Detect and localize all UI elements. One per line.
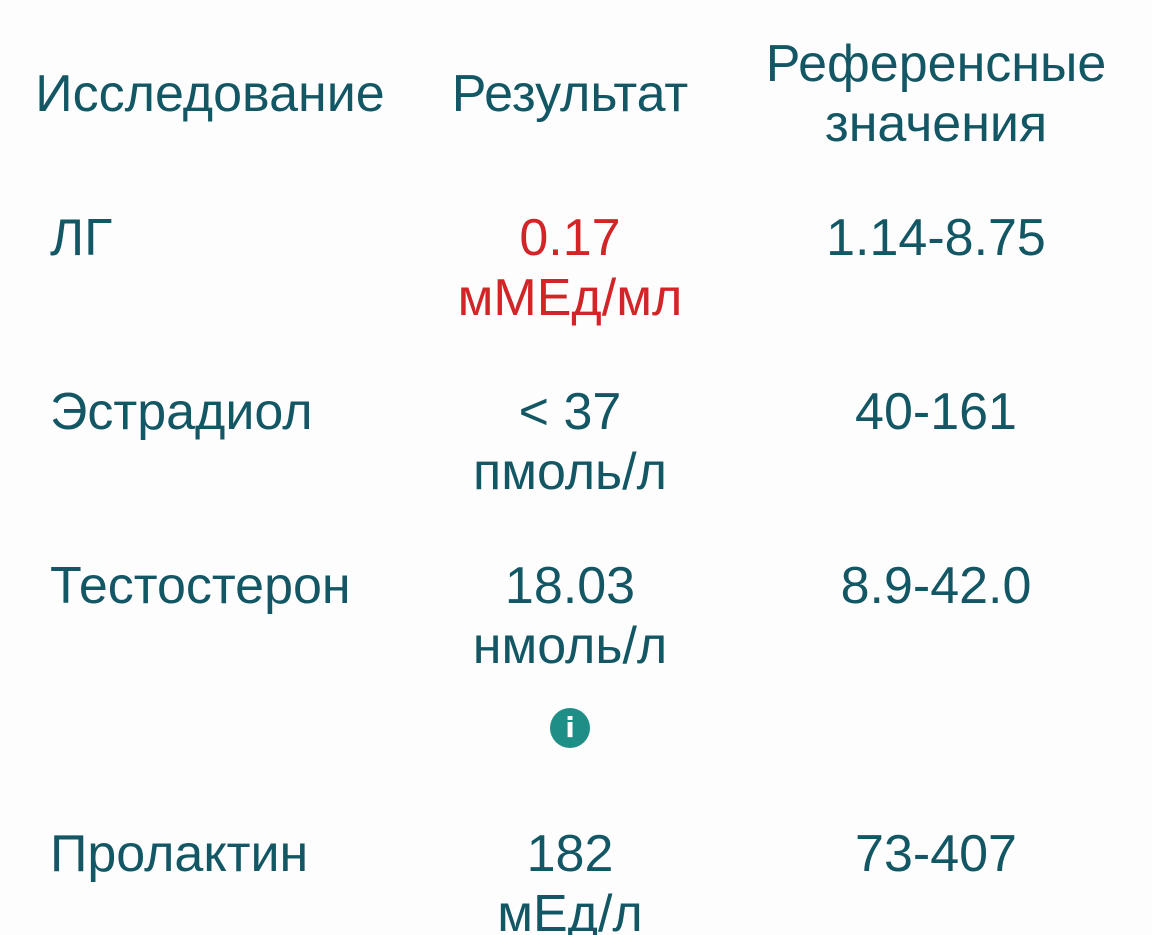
result-cell: 0.17 мМЕд/мл <box>420 208 720 328</box>
result-value: 182 <box>526 825 614 883</box>
reference-range: 1.14-8.75 <box>826 209 1046 267</box>
test-name: Тестостерон <box>50 557 351 615</box>
column-header-test: Исследование <box>35 65 385 123</box>
table-row: Пролактин 182 мЕд/л 73-407 <box>0 824 1152 935</box>
table-row: ЛГ 0.17 мМЕд/мл 1.14-8.75 <box>0 208 1152 328</box>
test-name: Пролактин <box>50 825 309 883</box>
reference-range: 8.9-42.0 <box>840 557 1032 615</box>
column-header-reference: Референсные значения <box>765 35 1107 153</box>
result-cell: 18.03 нмоль/л <box>420 556 720 676</box>
info-icon[interactable]: i <box>550 708 590 748</box>
result-value: 18.03 <box>504 557 636 615</box>
reference-range: 73-407 <box>855 825 1017 883</box>
result-unit: мМЕд/мл <box>457 269 683 327</box>
reference-range: 40-161 <box>855 383 1017 441</box>
info-icon-glyph: i <box>565 711 575 744</box>
test-name: ЛГ <box>50 209 113 267</box>
test-name: Эстрадиол <box>50 383 313 441</box>
info-row: i <box>0 708 1152 748</box>
table-row: Тестостерон 18.03 нмоль/л 8.9-42.0 <box>0 556 1152 676</box>
result-value: 0.17 <box>519 209 621 267</box>
table-body: ЛГ 0.17 мМЕд/мл 1.14-8.75 Эстрадиол < 37… <box>0 208 1152 935</box>
result-cell: < 37 пмоль/л <box>420 382 720 502</box>
result-unit: нмоль/л <box>472 617 668 675</box>
table-row: Эстрадиол < 37 пмоль/л 40-161 <box>0 382 1152 502</box>
table-header: Исследование Результат Референсные значе… <box>0 0 1152 154</box>
result-value: < 37 <box>518 383 622 441</box>
result-cell: 182 мЕд/л <box>420 824 720 935</box>
result-unit: мЕд/л <box>497 885 643 935</box>
result-unit: пмоль/л <box>473 443 667 501</box>
info-cell: i <box>420 708 720 748</box>
column-header-result: Результат <box>451 65 689 123</box>
